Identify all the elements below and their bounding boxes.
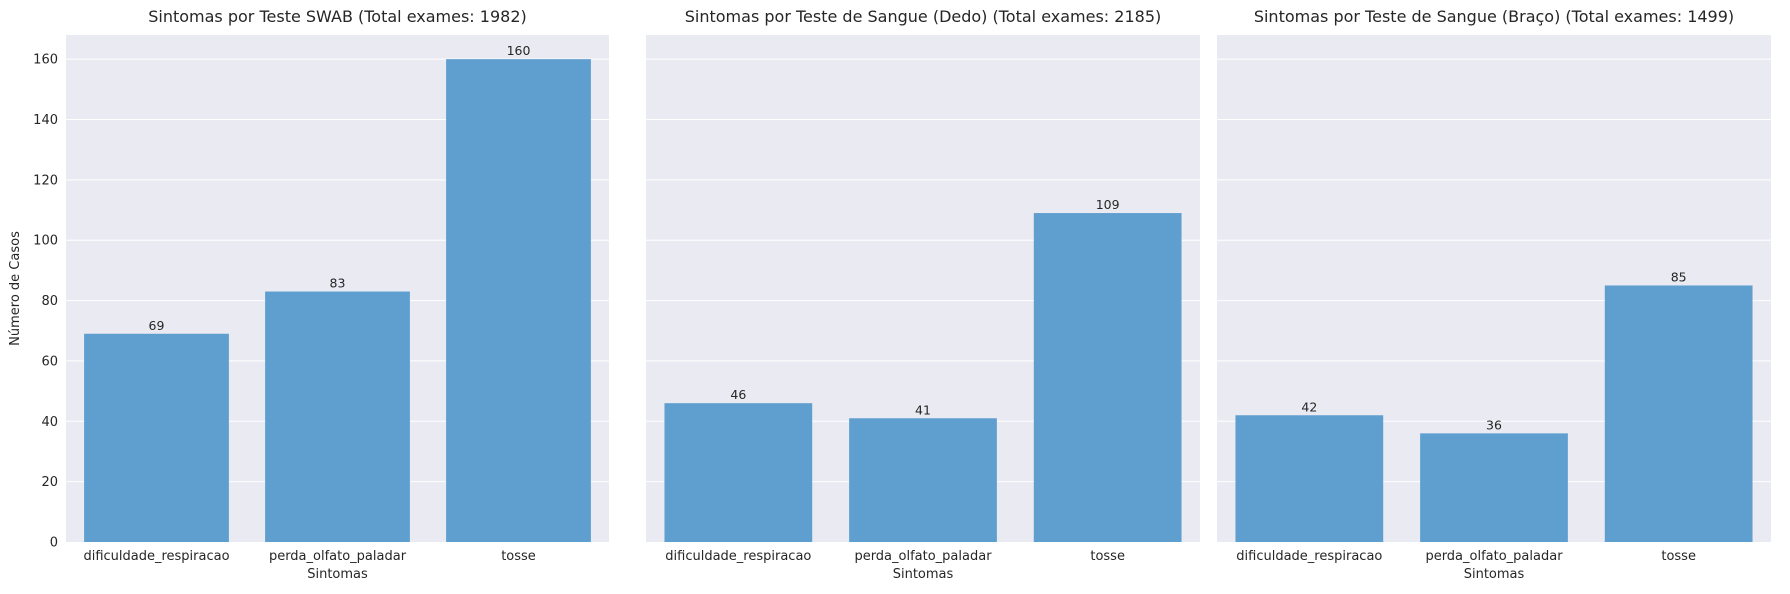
data-label: 160 (507, 43, 531, 58)
data-label: 83 (330, 276, 346, 291)
data-label: 109 (1096, 197, 1120, 212)
bar-tosse (1604, 285, 1753, 542)
y-tick-label: 0 (50, 536, 58, 551)
data-label: 42 (1301, 399, 1317, 414)
x-tick-label: perda_olfato_paladar (1425, 549, 1563, 564)
x-tick-label: tosse (1090, 549, 1125, 564)
chart-title: Sintomas por Teste SWAB (Total exames: 1… (148, 7, 527, 26)
bar-perda_olfato_paladar (849, 418, 997, 542)
bar-perda_olfato_paladar (1420, 433, 1568, 542)
x-axis-label: Sintomas (1464, 567, 1525, 582)
x-tick-label: dificuldade_respiracao (83, 549, 229, 564)
data-label: 36 (1486, 417, 1502, 432)
bar-dificuldade_respiracao (664, 403, 813, 542)
y-axis-label: Número de Casos (8, 231, 23, 346)
x-axis-label: Sintomas (307, 567, 368, 582)
bar-dificuldade_respiracao (1235, 415, 1384, 542)
bar-perda_olfato_paladar (265, 291, 410, 542)
y-tick-label: 80 (41, 294, 58, 309)
y-tick-label: 100 (33, 234, 58, 249)
bar-tosse (446, 59, 591, 543)
x-tick-label: tosse (501, 549, 536, 564)
data-label: 85 (1671, 269, 1687, 284)
bar-tosse (1033, 213, 1182, 542)
x-tick-label: tosse (1661, 549, 1696, 564)
x-tick-label: perda_olfato_paladar (854, 549, 992, 564)
data-label: 41 (915, 402, 931, 417)
y-tick-label: 40 (41, 415, 58, 430)
x-tick-label: dificuldade_respiracao (1236, 549, 1382, 564)
chart-title: Sintomas por Teste de Sangue (Braço) (To… (1254, 7, 1734, 26)
y-tick-label: 120 (33, 173, 58, 188)
bar-dificuldade_respiracao (84, 333, 229, 542)
y-tick-label: 20 (41, 475, 58, 490)
y-tick-label: 140 (33, 113, 58, 128)
y-tick-label: 160 (33, 53, 58, 68)
data-label: 46 (730, 387, 746, 402)
chart-title: Sintomas por Teste de Sangue (Dedo) (Tot… (685, 7, 1162, 26)
data-label: 69 (149, 318, 165, 333)
y-tick-label: 60 (41, 354, 58, 369)
x-tick-label: perda_olfato_paladar (269, 549, 407, 564)
x-tick-label: dificuldade_respiracao (665, 549, 811, 564)
x-axis-label: Sintomas (893, 567, 954, 582)
